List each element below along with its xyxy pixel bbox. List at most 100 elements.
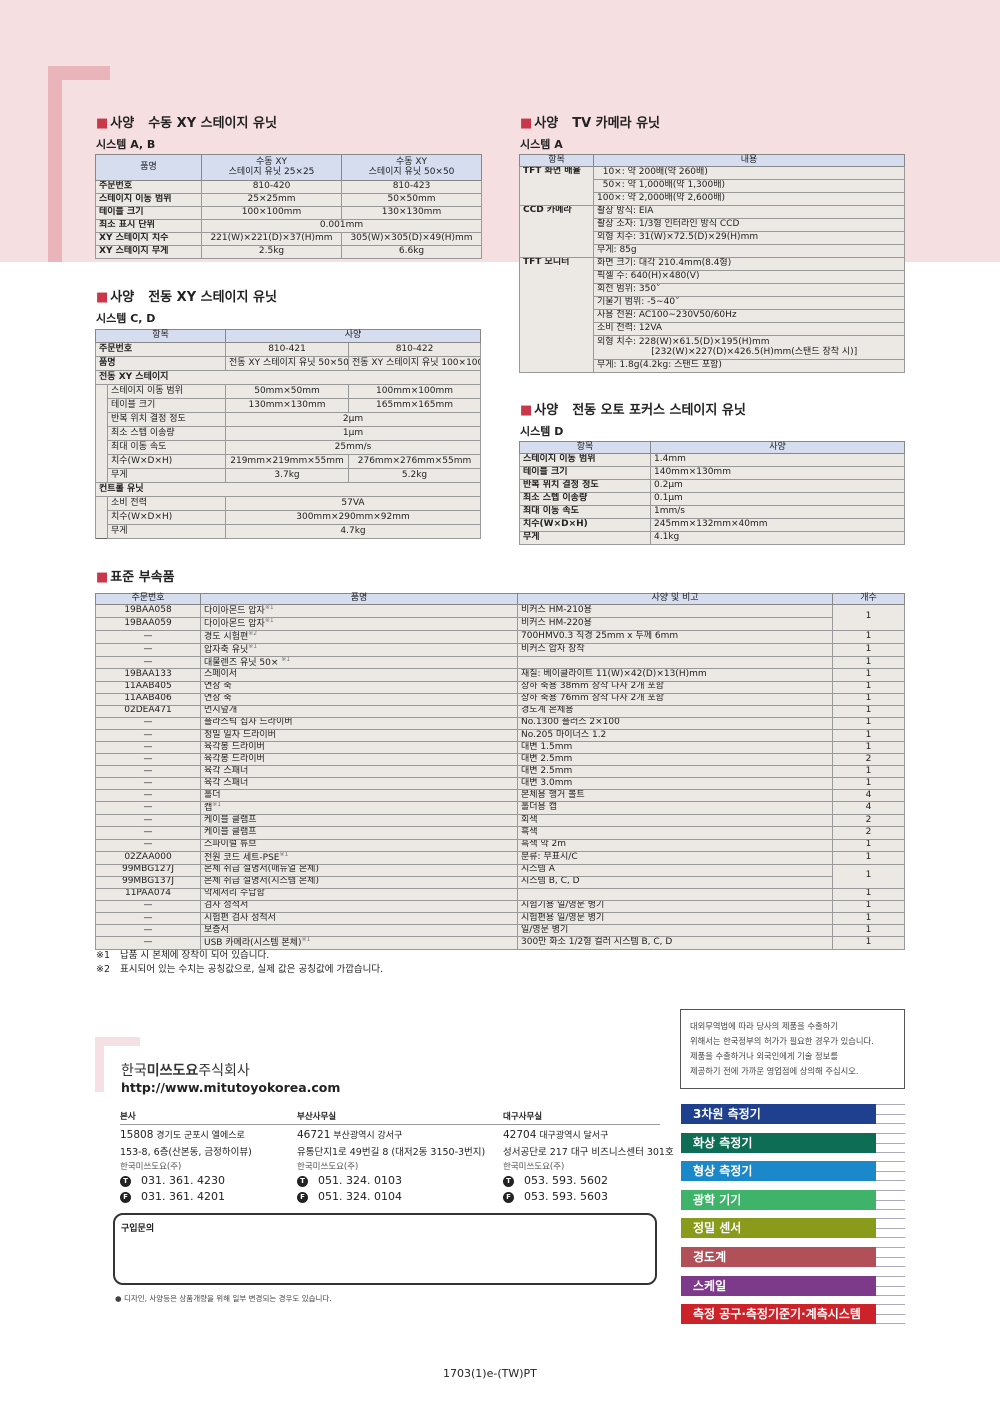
autofocus-table: 항목 사양 스테이지 이동 범위 1.4mm 테이블 크기 140mm×130mm 반복 위… — [519, 441, 905, 545]
cell-value: 2.5kg — [201, 245, 342, 259]
item-name: 다이아몬드 압자※1 — [200, 604, 518, 618]
table-row: 최소 표시 단위 0.001mm — [95, 219, 482, 233]
item-name: 플라스틱 십자 드라이버 — [200, 716, 518, 730]
order-number: — — [95, 777, 201, 791]
indent-cell — [95, 468, 108, 483]
item-spec: 비커스 HM-210용 — [517, 604, 833, 618]
category-bar[interactable]: 스케일 — [681, 1275, 876, 1296]
order-number: — — [95, 765, 201, 779]
item-quantity: 1 — [832, 680, 905, 694]
item-quantity: 2 — [832, 814, 905, 828]
category-bar[interactable]: 형상 측정기 — [681, 1161, 876, 1182]
table-row: 소비 전력 57VA — [95, 496, 481, 511]
table-row: 19BAA058 다이아몬드 압자※1 비커스 HM-210용 1 — [95, 604, 905, 631]
office-tel: T 051. 324. 0103 — [297, 1174, 402, 1187]
category-lines — [876, 1104, 905, 1124]
column-header: 항목 — [519, 441, 651, 454]
order-number: 02ZAA000 — [95, 850, 201, 865]
category-bar[interactable]: 광학 기기 — [681, 1189, 876, 1210]
table-row: 주문번호 810-420 810-423 — [95, 180, 482, 194]
footnote-mark: ※1 — [264, 604, 274, 611]
table-row: 치수(W×D×H) 245mm×132mm×40mm — [519, 518, 905, 532]
cell-value: 0.001mm — [201, 219, 482, 233]
table-row: — 케이블 클램프 흑색 2 — [95, 826, 905, 840]
table-row: 테이블 크기 130mm×130mm 165mm×165mm — [95, 398, 481, 413]
category-bar[interactable]: 화상 측정기 — [681, 1132, 876, 1153]
item-spec — [517, 887, 833, 901]
item-name: 연장 축 — [200, 692, 518, 706]
order-number: 11AAB406 — [95, 692, 201, 706]
table-row: — 육각 스패너 대변 2.5mm 1 — [95, 765, 905, 779]
order-number: 19BAA058 — [95, 604, 201, 618]
tel-number: 051. 324. 0103 — [318, 1174, 402, 1187]
cell-value: 165mm×165mm — [348, 398, 481, 413]
inquiry-label: 구입문의 — [121, 1224, 155, 1234]
item-spec: No.1300 플러스 2×100 — [517, 716, 833, 730]
item-spec: 분류: 무표시/C — [517, 850, 833, 865]
item-name: 경도 시험편※2 — [200, 629, 518, 644]
table-row: 품명 전동 XY 스테이지 유닛 50×50 전동 XY 스테이지 유닛 100×1… — [95, 356, 481, 371]
table-row: XY 스테이지 무게 2.5kg 6.6kg — [95, 245, 482, 259]
cell-value: 300mm×290mm×92mm — [225, 510, 481, 525]
office-fax: F 051. 324. 0104 — [297, 1190, 402, 1203]
item-spec: 재질: 베이클라이트 11(W)×42(D)×13(H)mm — [517, 668, 833, 682]
fax-icon: F — [503, 1191, 514, 1203]
item-quantity: 1 — [832, 692, 905, 706]
table-row: CCD 카메라 촬상 방식: EIA — [519, 205, 905, 258]
cell-value: 140mm×130mm — [650, 466, 905, 480]
item-name: 케이블 클램프 — [200, 814, 518, 828]
order-number: — — [95, 629, 201, 644]
cell-value: 276mm×276mm×55mm — [348, 454, 481, 469]
row-label: 치수(W×D×H) — [107, 454, 226, 469]
category-bar[interactable]: 측정 공구·측정기준기·계측시스템 — [681, 1304, 876, 1325]
footnote-mark: ※1 — [279, 851, 289, 858]
section-title-autofocus: ■ 사양 전동 오토 포커스 스테이지 유닛 — [520, 403, 746, 418]
header-row: 항목 내용 — [519, 154, 905, 167]
item-name: 먼지덮개 — [200, 704, 518, 718]
category-bar[interactable]: 정밀 센서 — [681, 1218, 876, 1239]
order-number: — — [95, 801, 201, 816]
cell-value: 소비 전력: 12VA — [593, 322, 905, 336]
company-url[interactable]: http://www.mitutoyokorea.com — [121, 1080, 341, 1095]
cell-value: 픽셀 수: 640(H)×480(V) — [593, 270, 905, 284]
group-row: 컨트롤 유닛 — [95, 482, 481, 497]
category-bar[interactable]: 3차원 측정기 — [681, 1104, 876, 1124]
footnote-mark: ※1 — [212, 801, 222, 809]
footnote-mark: ※1 — [264, 617, 274, 624]
table-row: 무게: 1.8g(4.2kg: 스탠드 포함) — [520, 359, 905, 373]
table-row: — 압자축 유닛※1 비커스 압자 장착 1 — [95, 642, 905, 657]
order-number: 99MBG137J — [95, 875, 201, 889]
cell-value: 화면 크기: 대각 210.4mm(8.4형) — [593, 257, 905, 271]
row-label: 테이블 크기 — [519, 466, 651, 480]
table-row: — 경도 시험편※2 700HMV0.3 직경 25mm x 두께 6mm 1 — [95, 629, 905, 644]
office-company: 한국미쓰도요(주) — [297, 1162, 359, 1172]
item-name: 전원 코드 세트-PSE※1 — [200, 850, 518, 865]
category-bar[interactable]: 경도계 — [681, 1247, 876, 1267]
cell-value: 1μm — [225, 426, 481, 441]
cell-value: 0.2μm — [650, 479, 905, 493]
item-spec: 본체용 행거 볼트 — [517, 789, 833, 803]
column-header: 사양 및 비고 — [517, 593, 833, 605]
item-spec: 상하 축용 76mm 장착 나사 2개 포함 — [517, 692, 833, 706]
cell-value: 회전 범위: 350˚ — [593, 283, 905, 297]
office-company: 한국미쓰도요(주) — [120, 1162, 182, 1172]
row-label: CCD 카메라 — [519, 205, 594, 258]
table-row: 스테이지 이동 범위 50mm×50mm 100mm×100mm — [95, 384, 481, 399]
item-spec: 대변 3.0mm — [517, 777, 833, 791]
cell-value: 25mm/s — [225, 440, 481, 455]
footnote-2: ※2 표시되어 있는 수치는 공칭값으로, 실제 값은 공칭값에 가깝습니다. — [96, 964, 384, 975]
table-row: 스테이지 이동 범위 25×25mm 50×50mm — [95, 193, 482, 207]
order-number: — — [95, 899, 201, 913]
electric-xy-table: 항목 사양 주문번호 810-421 810-422 품명 전동 XY 스테이지 유닛 50… — [95, 329, 481, 539]
item-name: 홀더 — [200, 789, 518, 803]
row-label: 반복 위치 결정 정도 — [107, 412, 226, 427]
indent-cell — [95, 440, 108, 455]
office-name: 대구사무실 — [503, 1112, 543, 1122]
item-quantity: 4 — [832, 789, 905, 803]
indent-cell — [95, 384, 108, 399]
item-name: 본체 취급 설명서(매뉴얼 본체) — [200, 863, 518, 877]
item-quantity: 1 — [832, 899, 905, 913]
group-label: 전동 XY 스테이지 — [95, 370, 481, 385]
table-row: — 육각봉 드라이버 대변 1.5mm 1 — [95, 741, 905, 755]
cell-value: 245mm×132mm×40mm — [650, 518, 905, 532]
